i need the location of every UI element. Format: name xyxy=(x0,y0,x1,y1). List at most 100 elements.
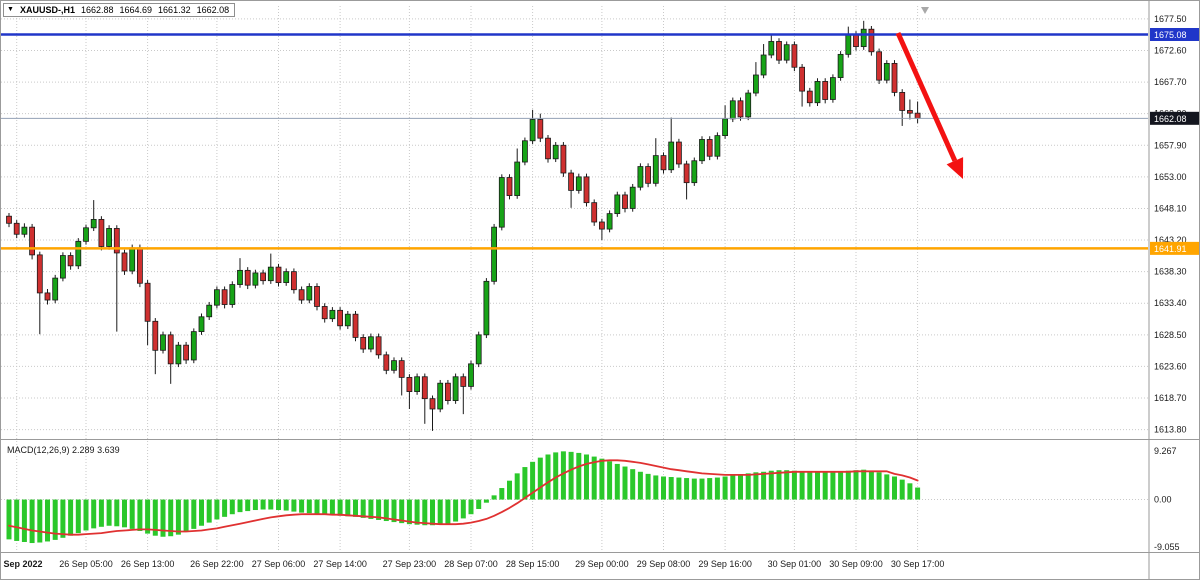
macd-histogram-bar xyxy=(106,499,112,526)
macd-histogram-bar xyxy=(784,470,790,500)
macd-histogram-bar xyxy=(268,499,274,510)
macd-histogram-bar xyxy=(122,499,127,528)
candle-body xyxy=(575,176,582,191)
macd-histogram-bar xyxy=(545,454,551,500)
candle-body xyxy=(98,219,105,247)
macd-histogram-bar xyxy=(661,476,666,500)
time-axis-label: 27 Sep 06:00 xyxy=(252,559,306,569)
macd-histogram-bar xyxy=(406,499,412,525)
candle-body xyxy=(545,137,551,160)
candle-body xyxy=(529,119,536,142)
macd-histogram-bar xyxy=(684,478,690,500)
price-axis-label: 1653.00 xyxy=(1154,172,1187,182)
time-axis-label: 26 Sep 05:00 xyxy=(59,559,113,569)
time-axis-label: 27 Sep 23:00 xyxy=(383,559,437,569)
macd-histogram-bar xyxy=(668,477,674,500)
candle-body xyxy=(36,254,43,294)
macd-histogram-bar xyxy=(199,499,204,526)
candle-body xyxy=(229,284,236,305)
candle-body xyxy=(44,292,51,301)
macd-histogram-bar xyxy=(884,474,890,500)
macd-histogram-bar xyxy=(399,499,405,524)
candle-body xyxy=(868,28,875,53)
candle-body xyxy=(498,177,505,228)
ohlc-close-value: 1662.08 xyxy=(196,5,230,15)
macd-histogram-bar xyxy=(37,499,43,543)
candle-body xyxy=(907,110,913,114)
symbol-dropdown-icon[interactable]: ▼ xyxy=(7,6,14,13)
macd-histogram-bar xyxy=(892,476,897,500)
candle-body xyxy=(414,376,421,392)
macd-histogram-bar xyxy=(337,499,343,516)
ohlc-high-value: 1664.69 xyxy=(119,5,153,15)
candle-body xyxy=(760,54,767,76)
candle-body xyxy=(429,398,436,410)
trend-arrow-head[interactable] xyxy=(946,157,964,179)
macd-histogram-bar xyxy=(730,475,736,500)
price-axis-label: 1633.40 xyxy=(1154,298,1187,308)
macd-histogram-bar xyxy=(645,473,651,500)
candle-body xyxy=(783,44,790,61)
macd-pane: MACD(12,26,9) 2.289 3.639 xyxy=(6,445,921,544)
macd-histogram-bar xyxy=(314,499,320,515)
macd-histogram-bar xyxy=(576,452,582,500)
macd-histogram-bar xyxy=(306,499,312,514)
macd-histogram-bar xyxy=(476,499,482,509)
trend-arrow-line[interactable] xyxy=(895,31,958,162)
candle-body xyxy=(552,144,559,160)
macd-histogram-bar xyxy=(553,452,559,500)
macd-signal-line xyxy=(8,459,919,536)
macd-histogram-bar xyxy=(483,499,489,503)
time-axis: 23 Sep 2022 26 Sep 05:00 26 Sep 13:00 26 Se… xyxy=(1,559,944,569)
macd-histogram-bar xyxy=(745,473,751,500)
macd-histogram-bar xyxy=(60,499,66,538)
trend-arrow[interactable] xyxy=(895,31,964,179)
macd-histogram-bar xyxy=(91,499,97,529)
macd-histogram-bar xyxy=(491,495,497,500)
candle-body xyxy=(483,280,490,336)
macd-histogram-bar xyxy=(822,472,828,500)
candle-body xyxy=(67,255,74,267)
macd-histogram-bar xyxy=(299,499,305,513)
macd-histogram-bar xyxy=(129,499,135,529)
macd-histogram-bar xyxy=(391,499,397,523)
candle-body xyxy=(206,304,213,318)
candle-body xyxy=(691,160,698,184)
macd-histogram-bar xyxy=(499,488,505,500)
macd-histogram-bar xyxy=(6,499,12,540)
candle-body xyxy=(491,226,498,282)
macd-histogram-bar xyxy=(753,472,759,500)
candle-body xyxy=(314,286,320,307)
candle-body xyxy=(144,282,151,322)
candle-body xyxy=(306,286,313,301)
candle-body xyxy=(275,266,282,284)
macd-histogram-bar xyxy=(168,499,174,537)
macd-histogram-bar xyxy=(584,454,589,500)
candle-body xyxy=(522,140,528,163)
chart-shift-marker[interactable] xyxy=(921,7,929,14)
candle-body xyxy=(337,309,344,327)
macd-histogram-bar xyxy=(160,499,166,537)
candle-body xyxy=(213,289,220,306)
candle-body xyxy=(329,309,336,320)
candle-body xyxy=(75,240,82,267)
candle-body xyxy=(814,81,821,104)
macd-histogram-bar xyxy=(175,499,181,535)
macd-histogram-bar xyxy=(614,463,620,500)
candle-body xyxy=(421,376,428,400)
candle-body xyxy=(668,141,675,171)
macd-histogram-bar xyxy=(191,499,197,529)
macd-histogram-bar xyxy=(422,499,428,526)
macd-histogram-bar xyxy=(468,499,474,515)
macd-histogram-bar xyxy=(899,479,905,500)
candle-body xyxy=(167,334,174,365)
candle-body xyxy=(645,166,651,184)
macd-histogram-bar xyxy=(537,457,543,500)
macd-histogram-bar xyxy=(876,472,882,500)
candle-body xyxy=(845,33,852,55)
candle-body xyxy=(406,376,413,392)
macd-histogram-bar xyxy=(430,499,435,526)
candle-body xyxy=(860,28,867,48)
candle-body xyxy=(468,363,474,387)
